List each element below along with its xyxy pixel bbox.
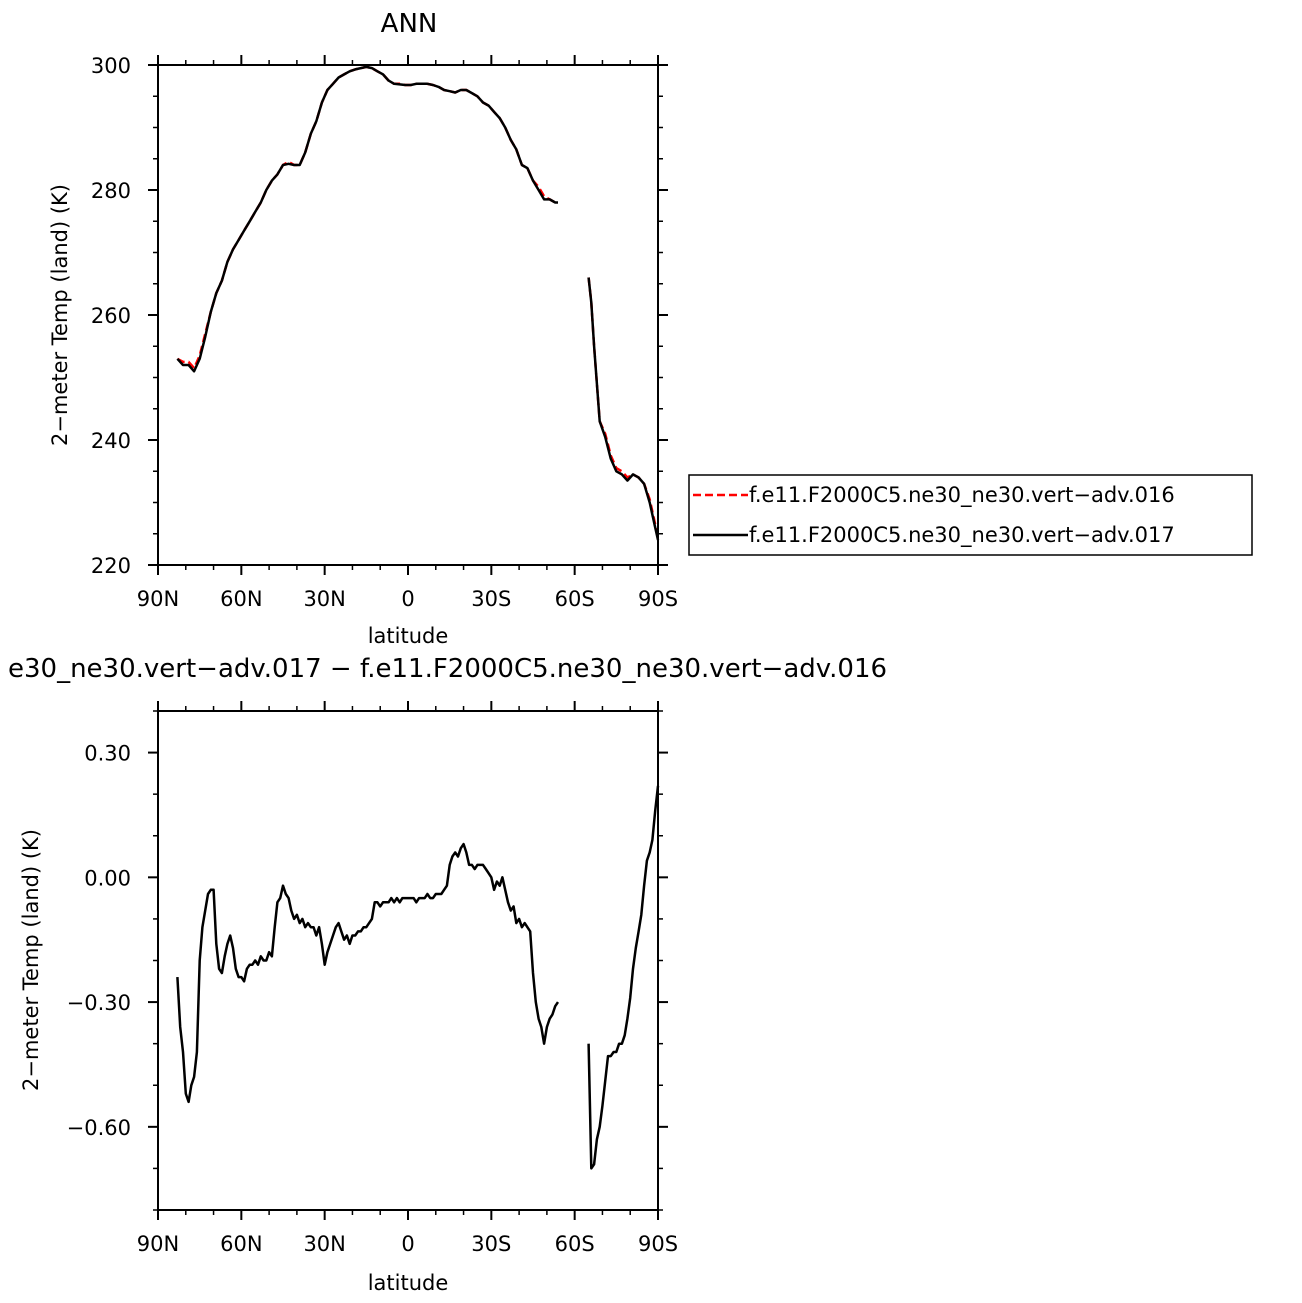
bottom-x-tick-label: 90S	[638, 1232, 678, 1256]
top-x-axis-title: latitude	[368, 624, 449, 648]
top-x-tick-label: 60N	[220, 587, 262, 611]
bottom-x-tick-label: 30S	[471, 1232, 511, 1256]
top-x-tick-label: 90S	[638, 587, 678, 611]
bottom-y-tick-label: 0.00	[84, 866, 131, 890]
bottom-x-tick-label: 60S	[555, 1232, 595, 1256]
top-y-tick-label: 280	[91, 179, 131, 203]
bottom-y-tick-label: −0.60	[67, 1116, 131, 1140]
bottom-panel: e30_ne30.vert−adv.017 − f.e11.F2000C5.ne…	[8, 654, 887, 1295]
bottom-plot-title: e30_ne30.vert−adv.017 − f.e11.F2000C5.ne…	[8, 654, 887, 684]
legend: f.e11.F2000C5.ne30_ne30.vert−adv.016 f.e…	[688, 474, 1253, 556]
top-y-tick-label: 260	[91, 304, 131, 328]
legend-label-017: f.e11.F2000C5.ne30_ne30.vert−adv.017	[749, 523, 1175, 548]
bottom-x-axis-title: latitude	[368, 1271, 449, 1295]
top-y-tick-label: 300	[91, 54, 131, 78]
top-y-axis-title: 2−meter Temp (land) (K)	[48, 184, 72, 446]
bottom-x-tick-label: 0	[401, 1232, 414, 1256]
bottom-y-axis-title: 2−meter Temp (land) (K)	[19, 829, 43, 1091]
top-series-1-line-segment	[176, 65, 558, 373]
top-x-tick-label: 30S	[471, 587, 511, 611]
top-x-tick-label: 0	[401, 587, 414, 611]
top-y-tick-label: 220	[91, 554, 131, 578]
bottom-ticks: 90N 60N 30N 0 30S 60S 90S −0.60 −0.30 0.00 0.30	[67, 701, 678, 1256]
bottom-x-tick-label: 90N	[137, 1232, 179, 1256]
bottom-plot-frame	[157, 710, 659, 1211]
top-x-tick-label: 90N	[137, 587, 179, 611]
top-series-0-line-segment	[176, 65, 558, 370]
top-ticks: 90N 60N 30N 0 30S 60S 90S 220 240 260 280 300	[91, 54, 678, 611]
top-plot-title: ANN	[381, 9, 438, 39]
legend-label-016: f.e11.F2000C5.ne30_ne30.vert−adv.016	[749, 483, 1175, 508]
bottom-series-0-line-segment	[176, 842, 560, 1104]
legend-box	[688, 474, 1253, 556]
top-y-tick-label: 240	[91, 429, 131, 453]
bottom-series-lines	[176, 785, 660, 1170]
bottom-y-tick-label: −0.30	[67, 991, 131, 1015]
top-plot-frame	[157, 64, 659, 566]
top-x-tick-label: 30N	[303, 587, 345, 611]
bottom-x-tick-label: 30N	[303, 1232, 345, 1256]
top-series-lines	[176, 65, 660, 541]
top-series-1-line-segment	[587, 277, 660, 541]
bottom-series-0-line-segment	[587, 785, 660, 1170]
bottom-x-tick-label: 60N	[220, 1232, 262, 1256]
top-x-tick-label: 60S	[555, 587, 595, 611]
top-panel: ANN 90N 60N 30N 0 30S 60S 90S 220 240 260 280 300 2…	[48, 9, 1253, 648]
bottom-y-tick-label: 0.30	[84, 742, 131, 766]
